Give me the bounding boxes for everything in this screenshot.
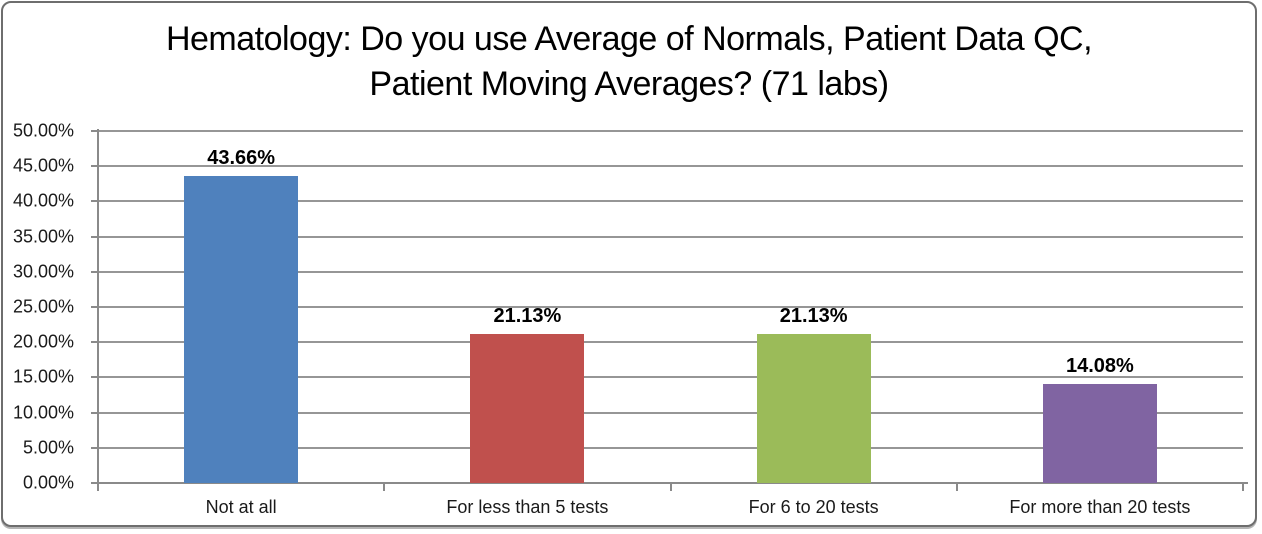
gridline: [98, 270, 1243, 273]
chart-title: Hematology: Do you use Average of Normal…: [165, 20, 1093, 103]
x-axis-tick: [955, 483, 958, 491]
gridline: [98, 376, 1243, 379]
category-label: Not at all: [205, 497, 277, 517]
x-axis-tick: [669, 483, 672, 491]
y-tick-label: 40.00%: [12, 190, 74, 211]
bar-value-label: 21.13%: [779, 305, 848, 328]
y-tick-label: 25.00%: [12, 296, 74, 317]
gridline: [98, 306, 1243, 308]
bar-3: [756, 334, 871, 483]
gridline: [98, 165, 1243, 168]
x-axis-tick: [1242, 483, 1244, 491]
y-tick-label: 15.00%: [12, 366, 74, 387]
y-tick-label: 10.00%: [12, 402, 74, 423]
y-axis-tick: [91, 165, 98, 168]
gridline: [98, 200, 1243, 203]
y-axis-tick: [91, 200, 98, 203]
gridline: [98, 446, 1243, 449]
category-label: For more than 20 tests: [1009, 497, 1191, 517]
y-axis-tick: [91, 306, 98, 308]
y-axis-tick: [91, 341, 98, 344]
y-tick-label: 30.00%: [12, 261, 74, 282]
y-axis-tick: [91, 446, 98, 449]
y-axis-tick: [91, 270, 98, 273]
category-label: For less than 5 tests: [446, 497, 609, 517]
bar-4: [1042, 383, 1157, 483]
gridline: [98, 130, 1243, 132]
y-tick-label: 35.00%: [12, 226, 74, 247]
category-label: For 6 to 20 tests: [748, 497, 879, 517]
bar-value-label: 21.13%: [493, 305, 562, 328]
bar-value-label: 14.08%: [1065, 354, 1134, 377]
y-tick-label: 5.00%: [22, 437, 74, 458]
x-axis-line: [98, 482, 1248, 484]
y-axis-tick: [91, 130, 98, 132]
y-tick-label: 0.00%: [22, 472, 74, 493]
x-axis-tick: [383, 483, 386, 491]
y-axis-tick: [91, 482, 98, 484]
bar-value-label: 43.66%: [207, 146, 276, 169]
y-axis-tick: [91, 235, 98, 238]
y-axis-tick: [91, 376, 98, 379]
y-tick-label: 45.00%: [12, 155, 74, 176]
y-tick-label: 20.00%: [12, 331, 74, 352]
bar-1: [184, 175, 299, 483]
y-axis-tick: [91, 411, 98, 414]
x-axis-tick: [97, 483, 99, 491]
y-axis-line: [97, 129, 99, 491]
gridline: [98, 235, 1243, 238]
gridline: [98, 411, 1243, 414]
y-tick-label: 50.00%: [12, 120, 74, 141]
gridline: [98, 341, 1243, 344]
bar-2: [470, 334, 585, 483]
plot-area: 0.00% 5.00% 10.00% 15.00% 20.00% 25.00% 30.00%…: [3, 3, 1255, 525]
